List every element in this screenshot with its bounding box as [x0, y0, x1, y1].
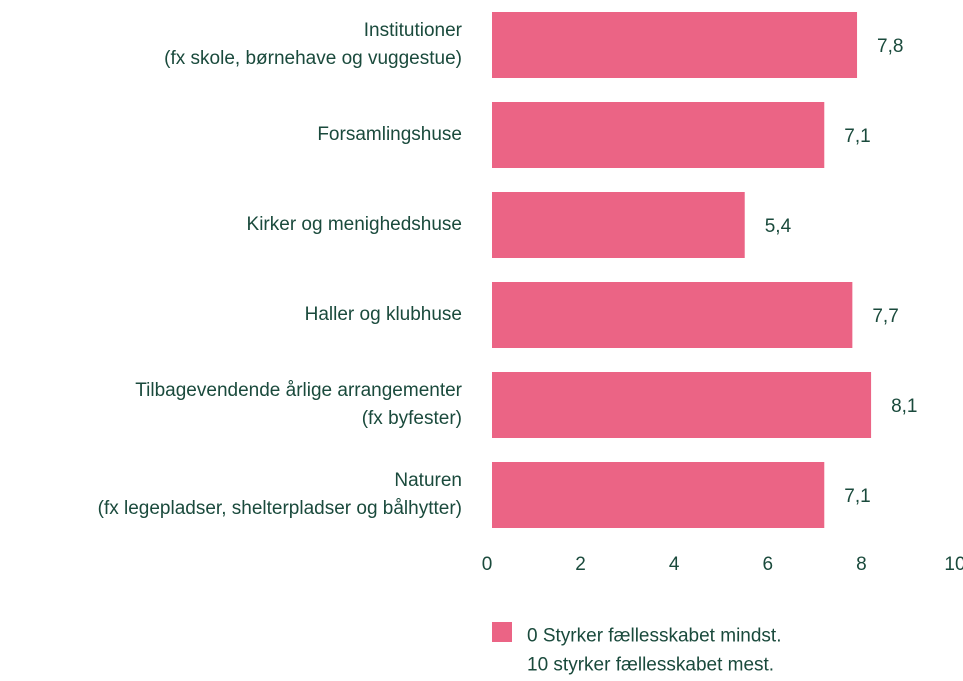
x-tick-label: 6: [763, 554, 774, 575]
legend-swatch: [492, 622, 512, 642]
y-tick-label: Naturen (fx legepladser, shelterpladser o…: [98, 470, 462, 519]
value-label: 7,8: [877, 36, 903, 57]
bar: [492, 102, 825, 168]
bar: [492, 462, 825, 528]
x-tick-label: 10: [944, 554, 963, 575]
value-label: 7,7: [872, 306, 898, 327]
x-tick-label: 2: [575, 554, 586, 575]
x-tick-label: 4: [669, 554, 680, 575]
value-label: 7,1: [844, 486, 870, 507]
y-tick-label: Forsamlingshuse: [317, 124, 462, 145]
bar: [492, 372, 872, 438]
y-tick-label: Kirker og menighedshuse: [247, 214, 462, 235]
legend-label: 0 Styrker fællesskabet mindst. 10 styrker…: [527, 626, 781, 676]
bar: [492, 192, 745, 258]
x-tick-label: 8: [856, 554, 867, 575]
y-tick-label: Institutioner (fx skole, børnehave og vug…: [164, 20, 463, 69]
y-tick-label: Tilbagevendende årlige arrangementer (fx …: [135, 380, 462, 429]
value-label: 7,1: [844, 126, 870, 147]
value-label: 5,4: [765, 216, 792, 237]
value-label: 8,1: [891, 396, 917, 417]
bar: [492, 282, 853, 348]
x-tick-label: 0: [482, 554, 493, 575]
bar: [492, 12, 858, 78]
y-tick-label: Haller og klubhuse: [305, 304, 462, 325]
